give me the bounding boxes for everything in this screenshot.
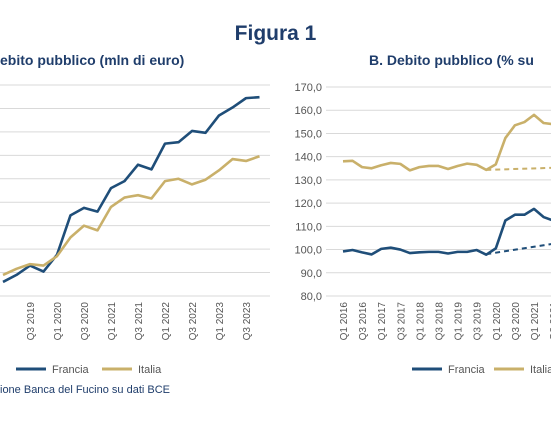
x-tick-label: Q3 2017 [396,302,407,341]
y-tick-label: 130,0 [294,175,322,187]
x-tick-label: Q1 2016 [339,302,350,341]
y-tick-label: 150,0 [294,128,322,140]
y-tick-label: 110,0 [295,221,322,233]
x-tick-label: Q3 2020 [80,302,91,341]
y-tick-label: 170,0 [294,82,322,94]
x-tick-label: Q1 2023 [215,302,226,341]
x-tick-label: Q3 2023 [242,302,253,341]
x-tick-label: Q1 2020 [492,302,503,341]
x-tick-label: Q3 2021 [549,302,551,341]
x-tick-label: Q1 2019 [454,302,465,341]
legend-label: Italia [530,364,551,376]
chart-debito-pil: 80,0 90,0 100,0 110,0 120,0 130,0 140,0 150,0 16… [294,82,551,376]
x-tick-label: Q3 2020 [511,302,522,341]
x-tick-label: Q1 2020 [53,302,64,341]
x-tick-label: Q3 2021 [134,302,145,341]
figure-title: Figura 1 [234,22,317,45]
x-tick-label: Q1 2021 [530,302,541,341]
x-tick-label: Q3 2018 [435,302,446,341]
series-line-francia [2,95,260,284]
y-tick-label: 120,0 [294,198,322,210]
legend-label: Italia [138,364,162,376]
y-tick-label: 160,0 [294,105,322,117]
series-line-italia [2,155,260,277]
y-tick-label: 100,0 [294,245,322,257]
trend-line [486,166,551,171]
x-tick-label: Q1 2021 [107,302,118,341]
y-tick-label: 140,0 [294,152,322,164]
chart-a-title: ebito pubblico (mln di euro) [0,52,185,68]
y-tick-label: 80,0 [301,291,322,303]
series-line-italia [342,113,551,172]
x-tick-label: Q1 2018 [415,302,426,341]
legend-label: Francia [448,364,486,376]
x-tick-label: Q3 2019 [473,302,484,341]
y-tick-label: 90,0 [301,268,322,280]
source-note: ione Banca del Fucino su dati BCE [0,384,170,396]
x-tick-label: Q3 2022 [188,302,199,341]
legend-label: Francia [52,364,90,376]
series-line-francia [342,207,551,256]
x-tick-label: Q3 2019 [26,302,37,341]
x-tick-label: Q1 2017 [377,302,388,341]
chart-b-title: B. Debito pubblico (% su [369,52,534,68]
x-tick-label: Q1 2022 [161,302,172,341]
x-tick-label: Q3 2016 [358,302,369,341]
